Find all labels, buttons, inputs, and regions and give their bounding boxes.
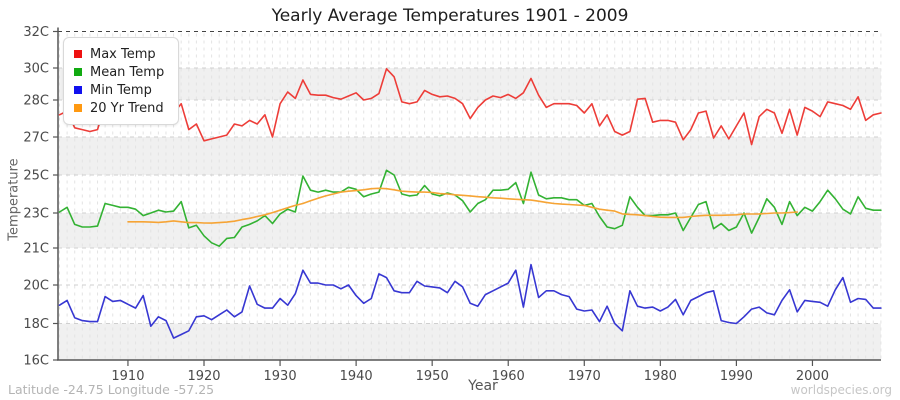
trend-swatch-icon (74, 104, 82, 112)
legend-label-mean-temp: Mean Temp (90, 64, 165, 80)
vertical-year-gridlines (59, 33, 882, 360)
horizontal-gridlines (58, 31, 881, 324)
legend-item-max-temp: Max Temp (74, 45, 164, 63)
x-tick-label: 1970 (568, 369, 601, 384)
x-tick-label: 1930 (264, 369, 297, 384)
x-tick-label: 1960 (492, 369, 525, 384)
min-temp-line (58, 263, 882, 339)
x-tick-label: 1910 (111, 369, 144, 384)
y-tick-label: 32C (23, 25, 49, 40)
x-tick-label: 1990 (720, 369, 753, 384)
y-axis-title: Temperature (6, 158, 22, 241)
y-axis-tick-labels: 32C 30C 28C 27C 25C 23C 21C 20C 18C 16C (23, 25, 49, 369)
x-axis-title: Year (468, 378, 498, 394)
trend-line (127, 187, 799, 224)
coordinates-caption: Latitude -24.75 Longitude -57.25 (8, 382, 215, 397)
x-tick-label: 1920 (187, 369, 220, 384)
legend-item-mean-temp: Mean Temp (74, 63, 164, 81)
y-tick-label: 27C (23, 131, 49, 146)
chart-title: Yearly Average Temperatures 1901 - 2009 (271, 6, 629, 26)
y-tick-label: 25C (23, 169, 49, 184)
y-tick-label: 16C (23, 354, 49, 369)
y-tick-label: 30C (23, 62, 49, 77)
x-tick-label: 1950 (416, 369, 449, 384)
y-tick-label: 23C (23, 207, 49, 222)
y-tick-label: 21C (23, 242, 49, 257)
x-tick-label: 1940 (340, 369, 373, 384)
max-temp-swatch-icon (74, 50, 82, 58)
x-tick-label: 2000 (796, 369, 829, 384)
legend-item-min-temp: Min Temp (74, 81, 164, 99)
legend-label-20yr-trend: 20 Yr Trend (90, 100, 164, 116)
legend-item-20yr-trend: 20 Yr Trend (74, 99, 164, 117)
legend-label-max-temp: Max Temp (90, 46, 156, 62)
axes (53, 27, 881, 366)
y-tick-label: 28C (23, 94, 49, 109)
mean-temp-swatch-icon (74, 68, 82, 76)
x-axis-tick-labels: 1910 1920 1930 1940 1950 1960 1970 1980 1990 2000 (111, 369, 829, 384)
legend-box: Max Temp Mean Temp Min Temp 20 Yr Trend (63, 37, 180, 125)
legend-label-min-temp: Min Temp (90, 82, 152, 98)
mean-temp-line (58, 169, 882, 247)
data-series (58, 68, 882, 339)
min-temp-swatch-icon (74, 86, 82, 94)
x-tick-label: 1980 (644, 369, 677, 384)
max-temp-line (58, 68, 882, 146)
watermark: worldspecies.org (790, 383, 892, 397)
y-tick-label: 20C (23, 279, 49, 294)
y-tick-label: 18C (23, 317, 49, 332)
